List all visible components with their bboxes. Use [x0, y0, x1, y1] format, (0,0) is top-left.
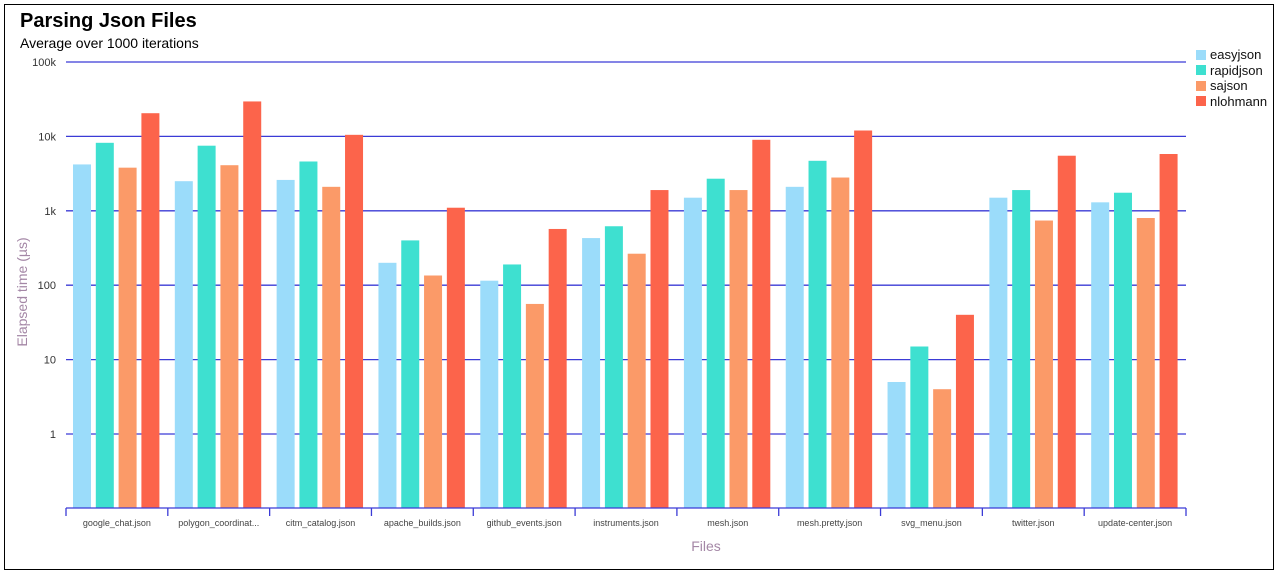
bar-rapidjson-5[interactable] [604, 226, 623, 508]
bar-easyjson-7[interactable] [785, 186, 804, 508]
x-tick-label: instruments.json [593, 518, 659, 528]
y-tick-label: 10k [38, 131, 56, 143]
bar-nlohmann-2[interactable] [345, 134, 364, 508]
x-tick-label: citm_catalog.json [286, 518, 356, 528]
y-axis-ticks: 1 10 100 1k 10k 100k [32, 57, 56, 441]
bar-nlohmann-6[interactable] [752, 139, 771, 508]
bar-easyjson-2[interactable] [276, 179, 295, 509]
x-axis-ticks: google_chat.json polygon_coordinat... citm… [83, 518, 1172, 528]
bar-nlohmann-8[interactable] [955, 314, 974, 508]
bar-rapidjson-1[interactable] [197, 145, 216, 508]
bar-easyjson-5[interactable] [582, 238, 601, 508]
x-tick-label: twitter.json [1012, 518, 1055, 528]
bar-easyjson-6[interactable] [683, 197, 702, 509]
bar-sajson-8[interactable] [933, 389, 952, 508]
x-tick-label: apache_builds.json [384, 518, 461, 528]
bar-rapidjson-10[interactable] [1113, 192, 1132, 509]
bar-nlohmann-7[interactable] [854, 130, 873, 508]
bar-nlohmann-3[interactable] [446, 207, 465, 508]
x-tick-label: google_chat.json [83, 518, 151, 528]
bar-sajson-4[interactable] [525, 303, 544, 508]
bar-rapidjson-9[interactable] [1012, 190, 1031, 508]
bar-sajson-2[interactable] [322, 186, 341, 508]
x-tick-label: update-center.json [1098, 518, 1172, 528]
bar-easyjson-4[interactable] [480, 280, 499, 508]
legend-swatch-icon [1196, 49, 1206, 60]
legend-item-sajson[interactable]: sajson [1196, 78, 1267, 94]
legend-swatch-icon [1196, 96, 1206, 107]
x-tick-label: svg_menu.json [901, 518, 962, 528]
bars [73, 101, 1178, 509]
legend-swatch-icon [1196, 65, 1206, 76]
bar-easyjson-0[interactable] [73, 164, 91, 509]
bar-sajson-3[interactable] [424, 275, 443, 508]
bar-sajson-9[interactable] [1034, 220, 1053, 508]
bar-sajson-7[interactable] [831, 177, 850, 509]
y-tick-label: 100 [38, 280, 56, 292]
y-tick-label: 100k [32, 57, 56, 69]
bar-nlohmann-10[interactable] [1159, 154, 1178, 508]
legend-label: sajson [1210, 78, 1248, 94]
bar-rapidjson-4[interactable] [503, 264, 522, 508]
y-tick-label: 1 [50, 429, 56, 441]
bar-rapidjson-7[interactable] [808, 160, 827, 509]
legend-label: easyjson [1210, 47, 1262, 63]
chart-title: Parsing Json Files [20, 10, 197, 32]
bar-sajson-0[interactable] [118, 167, 137, 508]
bar-nlohmann-0[interactable] [141, 113, 160, 509]
bar-nlohmann-4[interactable] [548, 228, 567, 509]
legend-item-easyjson[interactable]: easyjson [1196, 47, 1267, 63]
legend-item-nlohmann[interactable]: nlohmann [1196, 94, 1267, 110]
bar-sajson-10[interactable] [1136, 218, 1155, 508]
legend: easyjson rapidjson sajson nlohmann [1196, 47, 1267, 109]
x-tick-label: mesh.json [707, 518, 748, 528]
x-axis [65, 507, 1187, 516]
bar-easyjson-10[interactable] [1091, 202, 1110, 508]
bar-easyjson-1[interactable] [174, 181, 193, 508]
bar-rapidjson-8[interactable] [910, 346, 929, 508]
bar-rapidjson-2[interactable] [299, 161, 318, 508]
bar-easyjson-8[interactable] [887, 381, 906, 508]
y-tick-label: 1k [44, 206, 56, 218]
bar-rapidjson-3[interactable] [401, 240, 420, 508]
x-tick-label: polygon_coordinat... [178, 518, 259, 528]
bar-nlohmann-1[interactable] [243, 101, 262, 508]
bar-rapidjson-0[interactable] [95, 142, 114, 508]
bar-sajson-5[interactable] [627, 253, 646, 508]
y-axis-title: Elapsed time (µs) [14, 237, 30, 346]
bar-nlohmann-5[interactable] [650, 190, 669, 508]
x-tick-label: github_events.json [487, 518, 562, 528]
bar-rapidjson-6[interactable] [706, 178, 725, 508]
legend-label: rapidjson [1210, 62, 1263, 78]
y-tick-label: 10 [44, 355, 56, 367]
bar-sajson-1[interactable] [220, 165, 239, 509]
bar-nlohmann-9[interactable] [1057, 155, 1076, 508]
bar-easyjson-9[interactable] [989, 197, 1008, 509]
bar-easyjson-3[interactable] [378, 262, 397, 508]
legend-item-rapidjson[interactable]: rapidjson [1196, 63, 1267, 79]
legend-label: nlohmann [1210, 93, 1268, 109]
x-axis-title: Files [691, 538, 721, 554]
x-tick-label: mesh.pretty.json [797, 518, 862, 528]
bar-sajson-6[interactable] [729, 190, 748, 508]
chart-subtitle: Average over 1000 iterations [20, 35, 199, 51]
legend-swatch-icon [1196, 80, 1206, 91]
